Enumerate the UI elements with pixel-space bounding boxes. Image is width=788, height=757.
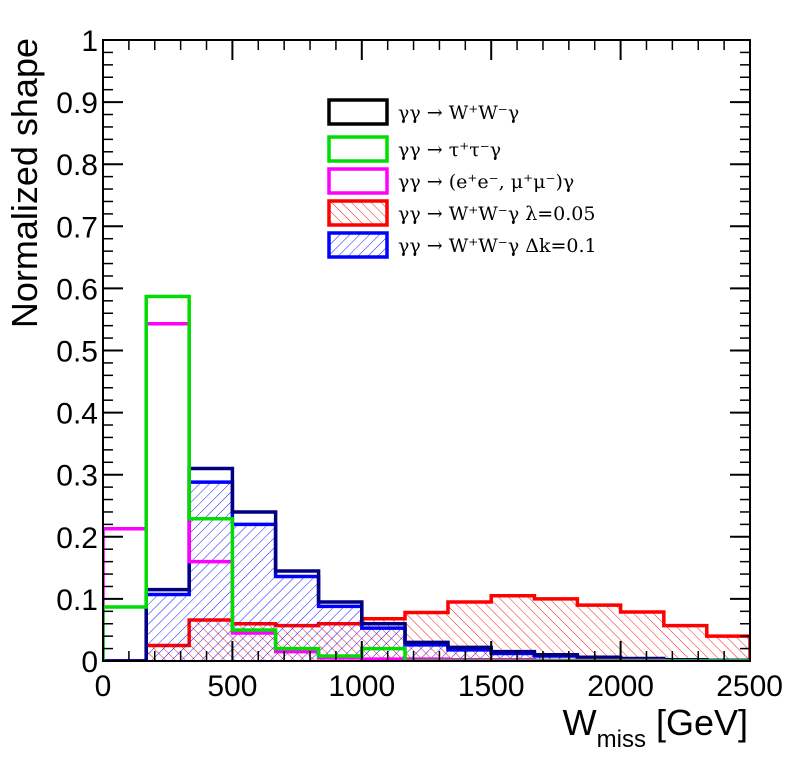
axis-ticks [102,39,751,662]
y-tick-label: 0.9 [56,87,98,120]
series-0 [103,466,750,661]
legend-entry-1: γγ → τ⁺τ⁻γ [327,135,501,163]
y-tick-label: 0.2 [56,522,98,555]
y-tick-label: 0.4 [56,398,98,431]
x-tick-label: 0 [95,670,112,703]
legend-swatch [327,98,389,126]
y-tick-label: 1 [81,25,98,58]
legend-label: γγ → τ⁺τ⁻γ [398,139,501,161]
x-tick-label: 1500 [458,670,525,703]
y-tick-label: 0 [81,646,98,679]
y-tick-label: 0.1 [56,584,98,617]
x-tick-label: 2000 [587,670,654,703]
series-layer [103,294,750,661]
legend-entry-3: γγ → W⁺W⁻γ λ=0.05 [327,199,596,227]
y-tick-label: 0.7 [56,211,98,244]
legend-entry-2: γγ → (e⁺e⁻, μ⁺μ⁻)γ [327,167,574,195]
x-tick-label: 2500 [716,670,783,703]
x-axis-title: Wmiss [GeV] [563,702,748,753]
y-tick-label: 0.8 [56,149,98,182]
legend-swatch [327,231,389,259]
legend-swatch [327,135,389,163]
x-tick-label: 1000 [328,670,395,703]
legend-swatch-hatch [329,233,387,257]
legend-entry-0: γγ → W⁺W⁻γ [327,98,519,126]
y-axis-title: Normalized shape [4,38,45,328]
series-4-hatch [103,482,750,661]
y-tick-labels: 0 0.1 0.2 0.3 0.4 0.5 0.6 0.7 0.8 0.9 1 [56,25,98,679]
legend-entry-4: γγ → W⁺W⁻γ Δk=0.1 [327,231,597,259]
legend: γγ → W⁺W⁻γ γγ → τ⁺τ⁻γ γγ → (e⁺e⁻, μ⁺μ⁻)γ γγ… [327,98,597,259]
y-tick-label: 0.6 [56,273,98,306]
legend-swatch-hatch [329,201,387,225]
x-axis-title-sub: miss [597,726,646,753]
legend-label: γγ → (e⁺e⁻, μ⁺μ⁻)γ [398,171,574,193]
legend-label: γγ → W⁺W⁻γ Δk=0.1 [398,235,597,257]
x-axis-title-unit: [GeV] [646,702,748,743]
series-1-outline [103,294,750,661]
x-axis-title-main: W [563,702,597,743]
legend-swatch [327,167,389,195]
x-tick-label: 500 [207,670,257,703]
series-0-outline [103,466,750,661]
legend-label: γγ → W⁺W⁻γ λ=0.05 [398,203,596,225]
y-tick-label: 0.5 [56,336,98,369]
y-tick-label: 0.3 [56,460,98,493]
x-tick-labels: 0 500 1000 1500 2000 2500 [95,670,783,703]
series-1 [103,294,750,661]
legend-label: γγ → W⁺W⁻γ [398,102,519,124]
legend-swatch [327,199,389,227]
